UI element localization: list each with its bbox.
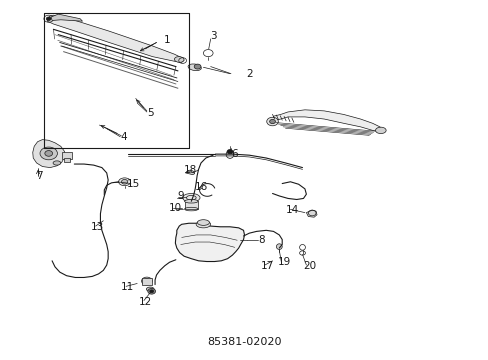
Text: 16: 16	[194, 182, 207, 192]
Bar	[142, 278, 151, 284]
Circle shape	[147, 288, 155, 294]
Text: 9: 9	[177, 191, 183, 201]
Ellipse shape	[146, 287, 154, 291]
Text: 8: 8	[258, 235, 264, 245]
Bar	[63, 158, 70, 162]
Ellipse shape	[197, 220, 209, 225]
Text: 18: 18	[183, 166, 197, 175]
Ellipse shape	[184, 199, 198, 203]
Text: 12: 12	[139, 297, 152, 307]
Polygon shape	[51, 14, 82, 21]
Text: 15: 15	[126, 179, 140, 189]
Polygon shape	[47, 15, 183, 62]
Text: 5: 5	[146, 108, 153, 118]
Text: 13: 13	[90, 222, 103, 232]
Circle shape	[226, 149, 232, 154]
Ellipse shape	[225, 150, 233, 158]
Circle shape	[269, 120, 275, 123]
Circle shape	[266, 117, 278, 126]
Text: 19: 19	[277, 257, 290, 267]
Text: 17: 17	[261, 261, 274, 271]
Text: 4: 4	[120, 132, 127, 143]
Circle shape	[46, 17, 51, 21]
Circle shape	[40, 147, 57, 160]
Text: 2: 2	[245, 69, 252, 79]
Ellipse shape	[276, 244, 282, 249]
Polygon shape	[273, 110, 382, 132]
Polygon shape	[33, 140, 64, 168]
Ellipse shape	[188, 64, 201, 71]
Ellipse shape	[174, 57, 183, 62]
Ellipse shape	[121, 180, 127, 184]
Text: 7: 7	[36, 171, 42, 181]
Ellipse shape	[375, 127, 386, 134]
Ellipse shape	[141, 277, 152, 285]
Circle shape	[194, 64, 201, 69]
Polygon shape	[185, 170, 194, 175]
Polygon shape	[306, 210, 316, 217]
Text: 20: 20	[303, 261, 316, 271]
Text: 10: 10	[169, 203, 182, 213]
Text: 11: 11	[121, 282, 134, 292]
Text: 85381-02020: 85381-02020	[207, 337, 281, 347]
Ellipse shape	[118, 178, 130, 186]
Text: 14: 14	[285, 205, 299, 215]
Bar	[61, 152, 72, 159]
Text: 1: 1	[163, 35, 170, 45]
Ellipse shape	[53, 161, 61, 165]
Circle shape	[149, 290, 153, 293]
Bar	[184, 201, 198, 209]
Ellipse shape	[182, 193, 200, 202]
Text: 3: 3	[209, 31, 216, 41]
Text: 6: 6	[231, 149, 238, 159]
Ellipse shape	[143, 279, 149, 283]
Circle shape	[45, 150, 53, 156]
Polygon shape	[175, 223, 244, 261]
Ellipse shape	[196, 221, 210, 228]
